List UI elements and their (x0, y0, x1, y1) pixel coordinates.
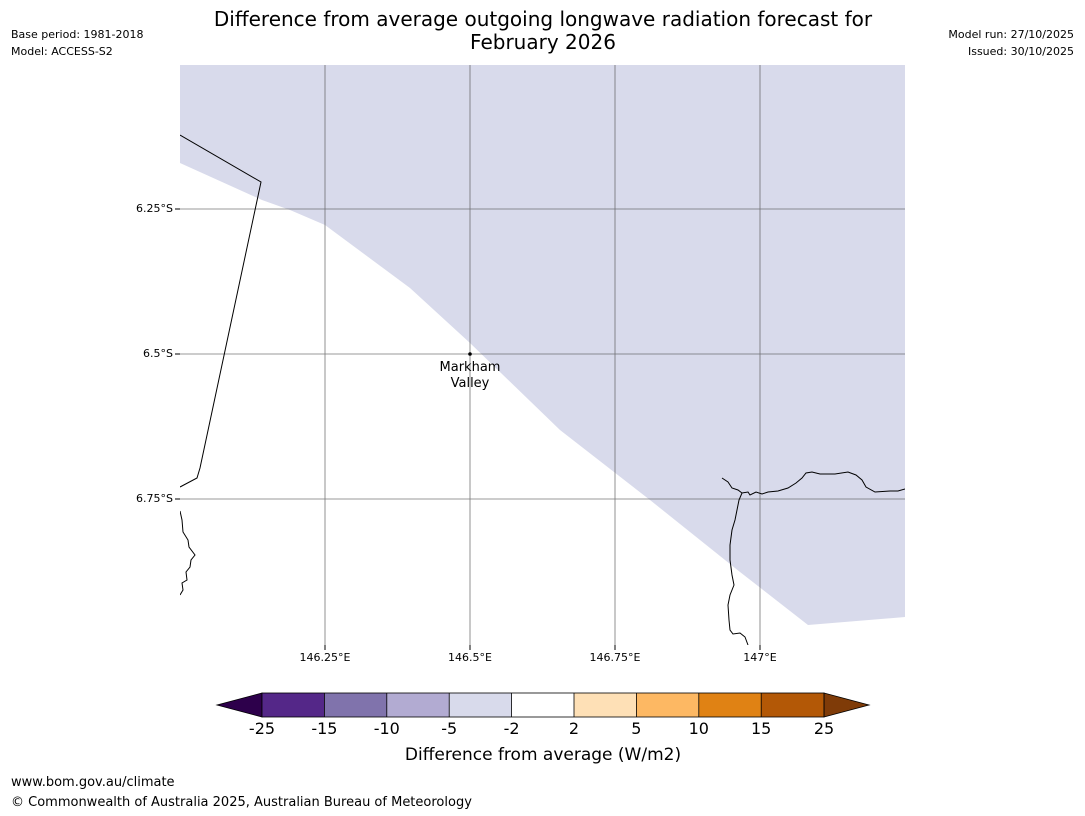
footer-copyright: © Commonwealth of Australia 2025, Austra… (11, 795, 472, 810)
boundaries (180, 134, 905, 645)
lat-label-6-75: 6.75°S (136, 492, 173, 505)
colorbar-tick-label: 10 (688, 719, 709, 738)
axis-ticks (175, 208, 761, 650)
colorbar-tick-label: 25 (813, 719, 835, 738)
place-label-line-2: Valley (450, 376, 490, 391)
place-label: Markham Valley (420, 360, 520, 392)
title-line-2: February 2026 (470, 30, 616, 54)
colorbar-tick-label: -15 (311, 719, 338, 738)
colorbar-tick-label: 2 (568, 719, 580, 738)
colorbar-tick-label: -10 (373, 719, 400, 738)
lon-label-147: 147°E (743, 651, 777, 664)
page-title: Difference from average outgoing longwav… (142, 8, 944, 54)
coastline-west (180, 510, 196, 596)
base-period-text: Base period: 1981-2018 (11, 28, 144, 41)
lat-label-6-25: 6.25°S (136, 202, 173, 215)
lon-label-146-75: 146.75°E (589, 651, 641, 664)
title-line-1: Difference from average outgoing longwav… (213, 7, 873, 31)
issued-text: Issued: 30/10/2025 (967, 45, 1074, 58)
colorbar-tick-label: 5 (631, 719, 642, 738)
colorbar-tick-label: 15 (751, 719, 772, 738)
footer-url[interactable]: www.bom.gov.au/climate (11, 775, 175, 790)
model-run-text: Model run: 27/10/2025 (948, 28, 1074, 41)
graticule (180, 65, 905, 645)
model-text: Model: ACCESS-S2 (11, 45, 113, 58)
lat-label-6-5: 6.5°S (143, 347, 173, 360)
colorbar-tick-label: -2 (503, 719, 520, 738)
place-label-line-1: Markham (439, 360, 501, 375)
coastline-east (721, 471, 905, 496)
lon-label-146-5: 146.5°E (448, 651, 492, 664)
colorbar-title: Difference from average (W/m2) (404, 745, 682, 765)
coastline-river (727, 492, 749, 645)
colorbar-tick-label: -5 (441, 719, 458, 738)
colorbar-tick-label: -25 (248, 719, 276, 738)
district-boundary (180, 134, 262, 488)
anomaly-region (180, 65, 905, 625)
lon-label-146-25: 146.25°E (299, 651, 351, 664)
place-marker-dot (468, 352, 472, 356)
